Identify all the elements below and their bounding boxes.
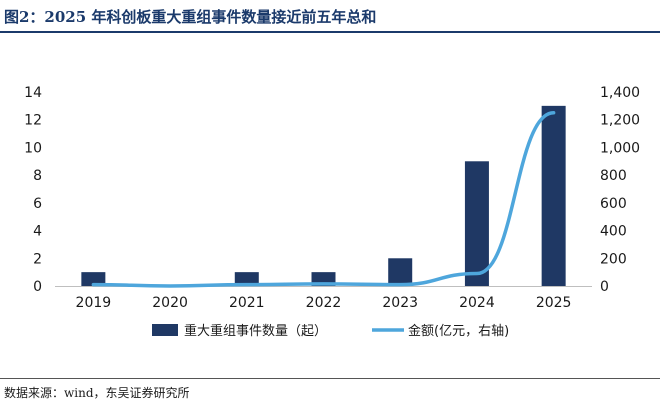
y-right-tick-label: 1,200 xyxy=(600,113,640,129)
y-right-tick-label: 200 xyxy=(600,251,627,267)
x-tick-label: 2019 xyxy=(76,295,112,311)
x-tick-label: 2025 xyxy=(536,295,572,311)
x-tick-label: 2021 xyxy=(229,295,265,311)
x-tick-label: 2022 xyxy=(306,295,342,311)
bar xyxy=(81,272,106,286)
y-right-tick-label: 0 xyxy=(600,279,609,295)
y-left-tick-label: 2 xyxy=(33,251,42,267)
bar xyxy=(464,161,489,286)
chart: 0 2 4 6 8 10 12 14 0 200 400 600 800 1,000 1,200 1,400 2… xyxy=(24,85,640,339)
y-right-tick-label: 400 xyxy=(600,224,627,240)
x-tick-label: 2020 xyxy=(152,295,188,311)
x-tick-label: 2024 xyxy=(459,295,495,311)
y-left-tick-label: 8 xyxy=(33,168,42,184)
y-left-tick-label: 10 xyxy=(24,140,42,156)
legend-label-line: 金额(亿元，右轴) xyxy=(408,323,509,339)
y-right-tick-label: 1,400 xyxy=(600,85,640,101)
figure-title: 图2：2025 年科创板重大重组事件数量接近前五年总和 xyxy=(4,8,377,26)
y-left-tick-label: 0 xyxy=(33,279,42,295)
y-right-tick-label: 1,000 xyxy=(600,140,640,156)
source-note: 数据来源：wind，东吴证券研究所 xyxy=(4,386,190,400)
y-right-tick-label: 800 xyxy=(600,168,627,184)
bar xyxy=(388,258,413,286)
source-divider xyxy=(0,378,660,379)
y-left-tick-label: 12 xyxy=(24,113,42,129)
y-left-tick-label: 14 xyxy=(24,85,42,101)
y-left-tick-label: 4 xyxy=(33,224,42,240)
y-left-tick-label: 6 xyxy=(33,196,42,212)
y-right-tick-label: 600 xyxy=(600,196,627,212)
line-series-amount xyxy=(91,111,556,288)
bar xyxy=(234,272,259,286)
title-divider xyxy=(0,31,660,33)
figure-title-bar: 图2：2025 年科创板重大重组事件数量接近前五年总和 xyxy=(0,0,660,40)
legend-label-bar: 重大重组事件数量（起） xyxy=(184,323,327,339)
x-tick-label: 2023 xyxy=(382,295,418,311)
bar xyxy=(541,105,566,286)
legend-swatch-bar xyxy=(152,324,178,336)
